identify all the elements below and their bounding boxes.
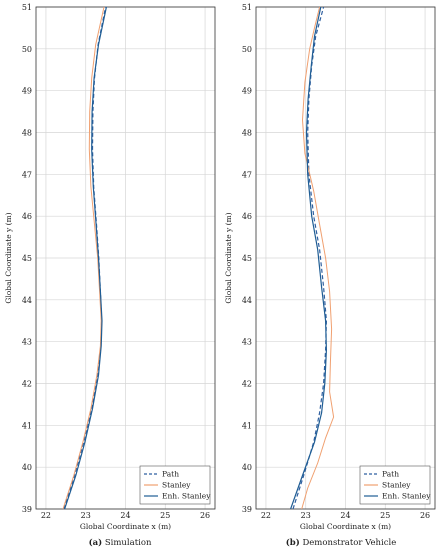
y-tick-label: 40 <box>242 463 252 472</box>
y-tick-label: 51 <box>242 3 252 12</box>
y-tick-label: 43 <box>22 338 32 347</box>
series-line-stanley <box>301 6 335 510</box>
y-tick-label: 40 <box>22 463 32 472</box>
plot-frame <box>255 6 436 510</box>
y-tick-label: 41 <box>242 421 252 430</box>
legend-label: Stanley <box>162 481 191 490</box>
y-tick-label: 51 <box>22 3 32 12</box>
y-axis-label: Global Coordinate y (m) <box>4 212 13 303</box>
y-tick-label: 43 <box>242 338 252 347</box>
y-tick-label: 42 <box>22 380 32 389</box>
x-tick-label: 23 <box>81 511 91 520</box>
y-tick-label: 50 <box>22 45 32 54</box>
y-tick-label: 41 <box>22 421 32 430</box>
legend-label: Path <box>162 470 179 479</box>
caption-text: Demonstrator Vehicle <box>300 538 397 548</box>
y-tick-label: 49 <box>22 87 32 96</box>
legend-label: Path <box>382 470 399 479</box>
series-line-stanley <box>62 6 105 510</box>
x-tick-label: 22 <box>261 511 271 520</box>
panel-caption: (a) Simulation <box>89 537 152 548</box>
chart-panel-2: 22 23 24 25 26 39 40 41 42 43 44 45 46 47 48 49 50 51 Glob… <box>224 3 436 548</box>
caption-text: Simulation <box>102 538 152 548</box>
y-tick-label: 44 <box>242 296 252 305</box>
plot-frame <box>35 6 216 510</box>
caption-tag: (b) <box>286 537 300 548</box>
x-tick-label: 25 <box>380 511 390 520</box>
y-tick-label: 49 <box>242 87 252 96</box>
legend-label: Enh. Stanley <box>382 492 431 501</box>
y-tick-label: 46 <box>242 212 252 221</box>
x-tick-label: 22 <box>41 511 51 520</box>
y-tick-label: 39 <box>242 505 252 514</box>
x-axis-label: Global Coordinate x (m) <box>300 522 391 531</box>
y-tick-label: 45 <box>242 254 252 263</box>
y-tick-label: 47 <box>242 170 252 179</box>
y-tick-label: 42 <box>242 380 252 389</box>
x-tick-label: 24 <box>120 511 130 520</box>
y-tick-label: 48 <box>242 129 252 138</box>
legend-label: Stanley <box>382 481 411 490</box>
y-tick-label: 46 <box>22 212 32 221</box>
chart-panel-1: 22 23 24 25 26 39 40 41 42 43 44 45 46 47 48 49 50 51 Glob… <box>4 3 216 548</box>
y-tick-label: 39 <box>22 505 32 514</box>
y-tick-label: 44 <box>22 296 32 305</box>
x-axis-label: Global Coordinate x (m) <box>80 522 171 531</box>
x-tick-label: 23 <box>301 511 311 520</box>
series-line-enh-stanley <box>290 6 328 510</box>
x-tick-label: 25 <box>160 511 170 520</box>
y-tick-label: 48 <box>22 129 32 138</box>
y-tick-label: 50 <box>242 45 252 54</box>
x-tick-label: 24 <box>340 511 350 520</box>
caption-tag: (a) <box>89 537 103 548</box>
legend: Path Stanley Enh. Stanley <box>139 465 211 505</box>
y-tick-label: 47 <box>22 170 32 179</box>
y-axis-label: Global Coordinate y (m) <box>224 212 233 303</box>
y-tick-label: 45 <box>22 254 32 263</box>
x-tick-label: 26 <box>420 511 430 520</box>
x-tick-label: 26 <box>200 511 210 520</box>
panel-caption: (b) Demonstrator Vehicle <box>286 537 397 548</box>
series-line-enh-stanley <box>64 6 107 510</box>
legend: Path Stanley Enh. Stanley <box>359 465 431 505</box>
legend-label: Enh. Stanley <box>162 492 211 501</box>
